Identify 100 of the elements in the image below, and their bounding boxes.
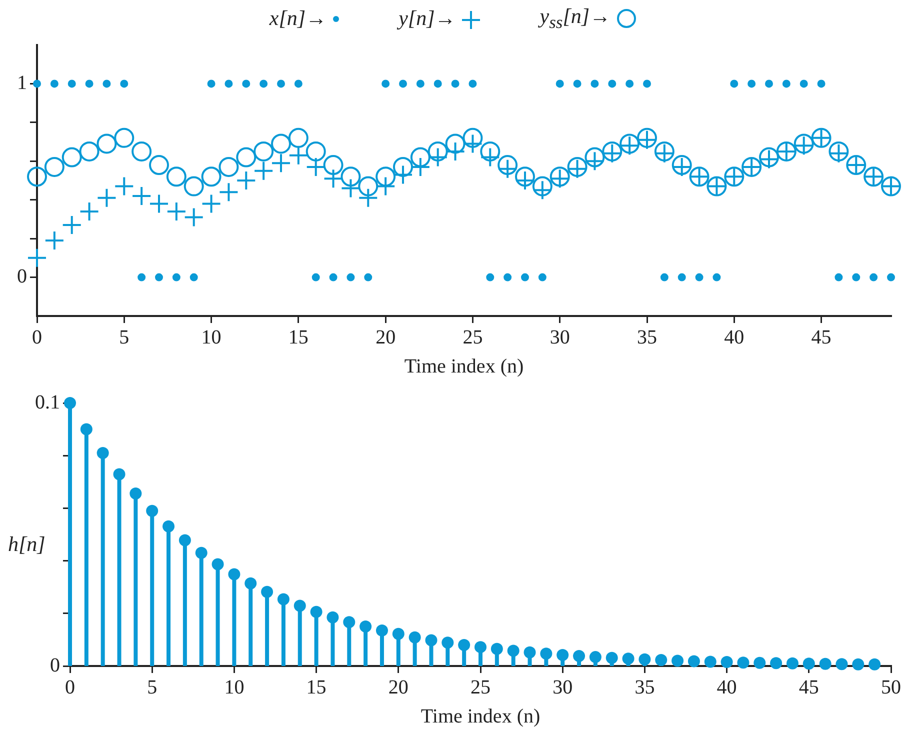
point bbox=[172, 273, 180, 282]
point bbox=[212, 558, 224, 570]
point bbox=[114, 128, 134, 148]
point bbox=[190, 273, 198, 282]
point bbox=[138, 273, 146, 282]
point bbox=[720, 656, 733, 668]
point bbox=[358, 188, 378, 208]
point bbox=[96, 134, 117, 154]
point bbox=[358, 176, 378, 196]
point bbox=[254, 160, 274, 181]
point bbox=[277, 593, 290, 606]
point bbox=[376, 624, 388, 636]
point bbox=[852, 273, 860, 282]
legend-label: y$_{ss}$[n]→ bbox=[540, 4, 611, 34]
point bbox=[33, 80, 41, 88]
point bbox=[678, 273, 686, 282]
x-tick-label: 5 bbox=[147, 676, 158, 698]
point bbox=[277, 80, 285, 88]
x-tick-label: 0 bbox=[65, 676, 75, 698]
point bbox=[540, 648, 552, 660]
point bbox=[622, 652, 634, 665]
x-tick-label: 20 bbox=[388, 676, 408, 698]
x-tick-label: 15 bbox=[306, 676, 326, 698]
x-tick-label: 25 bbox=[470, 676, 490, 698]
point bbox=[556, 80, 564, 88]
point bbox=[96, 188, 117, 208]
point bbox=[323, 155, 344, 176]
point bbox=[836, 658, 848, 670]
point bbox=[532, 176, 552, 196]
point bbox=[79, 141, 100, 162]
point bbox=[589, 651, 602, 664]
point bbox=[132, 141, 152, 162]
point bbox=[480, 141, 500, 162]
point bbox=[786, 657, 798, 670]
point bbox=[207, 80, 216, 88]
x-tick-label: 0 bbox=[32, 326, 42, 348]
point bbox=[382, 80, 390, 88]
point bbox=[155, 273, 163, 282]
point bbox=[416, 80, 424, 88]
point bbox=[68, 80, 76, 88]
point bbox=[782, 80, 790, 88]
point bbox=[584, 147, 605, 168]
point bbox=[507, 644, 520, 657]
point bbox=[626, 80, 634, 88]
point bbox=[462, 128, 483, 148]
point bbox=[800, 80, 808, 88]
point bbox=[254, 141, 274, 162]
point bbox=[486, 273, 494, 282]
point bbox=[852, 658, 864, 670]
point bbox=[326, 611, 339, 624]
x-tick-label: 35 bbox=[634, 676, 655, 698]
point bbox=[184, 176, 204, 196]
point bbox=[329, 273, 338, 282]
point bbox=[242, 80, 250, 88]
point bbox=[712, 273, 721, 282]
point bbox=[50, 80, 58, 88]
point bbox=[695, 273, 704, 282]
point bbox=[834, 273, 843, 282]
point bbox=[802, 658, 815, 670]
point bbox=[310, 606, 322, 618]
point bbox=[573, 80, 582, 88]
legend-label: y[n]→ bbox=[398, 6, 456, 32]
x-tick-label: 30 bbox=[550, 326, 570, 348]
point bbox=[638, 653, 651, 666]
point bbox=[218, 156, 239, 177]
point bbox=[730, 80, 738, 88]
x-tick-label: 40 bbox=[724, 326, 744, 348]
point bbox=[178, 534, 191, 546]
point bbox=[224, 80, 233, 88]
point bbox=[498, 155, 518, 176]
point bbox=[166, 166, 186, 187]
point bbox=[672, 654, 684, 667]
point bbox=[376, 166, 396, 187]
point bbox=[688, 655, 700, 668]
point bbox=[184, 207, 204, 228]
x-axis-title: Time index (n) bbox=[404, 355, 524, 378]
point bbox=[643, 80, 651, 88]
point bbox=[737, 656, 750, 669]
point bbox=[660, 273, 668, 282]
x-tick-label: 35 bbox=[637, 326, 657, 348]
point bbox=[44, 156, 64, 177]
point bbox=[306, 141, 326, 162]
point bbox=[271, 134, 291, 154]
point bbox=[120, 80, 128, 88]
point bbox=[114, 176, 134, 196]
point bbox=[261, 586, 274, 598]
point bbox=[474, 641, 486, 654]
point bbox=[130, 487, 142, 500]
point bbox=[428, 141, 448, 162]
point bbox=[80, 423, 92, 436]
point bbox=[294, 80, 302, 88]
point bbox=[445, 134, 466, 154]
x-tick-label: 25 bbox=[462, 326, 483, 348]
x-tick-label: 10 bbox=[224, 676, 244, 698]
point bbox=[201, 166, 222, 187]
point bbox=[608, 80, 616, 88]
point bbox=[399, 80, 407, 88]
point bbox=[228, 568, 240, 580]
point bbox=[96, 446, 109, 459]
point bbox=[244, 577, 257, 590]
